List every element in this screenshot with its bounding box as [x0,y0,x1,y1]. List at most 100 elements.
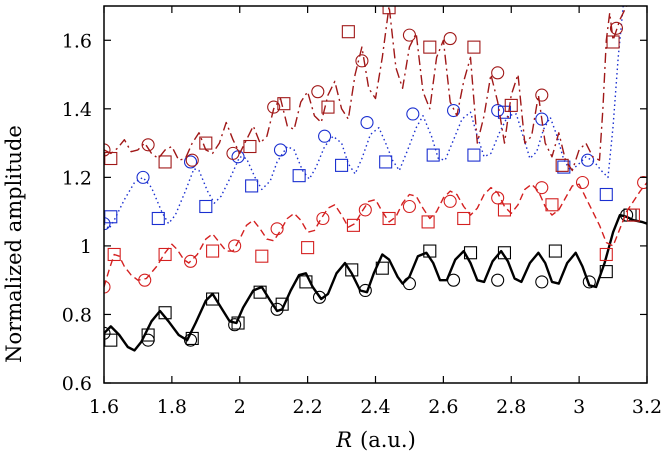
circle-marker [535,181,549,195]
circle-marker [183,333,198,347]
square-marker [321,100,335,114]
circle-marker [582,275,596,289]
x-axis-unit: (a.u.) [360,428,416,452]
y-tick-label: 0.8 [62,304,92,326]
circle-marker [270,222,284,236]
square-marker [206,244,220,258]
circle-marker [360,115,374,130]
circle-marker [406,107,420,121]
circle-marker [358,203,372,217]
square-marker [275,297,289,311]
y-axis-title: Normalized amplitude [2,125,26,363]
circle-marker [355,54,369,68]
series-3 [104,6,628,172]
circle-marker [637,175,647,190]
circle-marker [138,273,152,287]
x-tick-label: 2 [234,396,246,418]
square-marker [158,306,172,320]
series-layer [104,6,647,352]
square-marker [504,98,518,112]
x-tick-label: 2.4 [360,396,390,418]
x-tick-label: 2.2 [293,396,323,418]
square-marker [185,331,199,345]
plot-frame [103,5,648,384]
circle-marker [491,191,505,205]
square-marker [292,169,306,183]
square-marker [301,241,315,255]
square-marker [545,198,559,212]
y-tick-label: 1.2 [62,167,92,189]
square-marker [599,247,613,262]
square-marker [158,247,172,262]
series-0 [104,208,647,352]
circle-marker [183,155,198,169]
y-axis: 0.6 0.8 1 1.2 1.4 1.6 [62,30,647,395]
circle-marker [358,283,372,298]
circle-marker [141,333,155,347]
square-marker [426,148,440,162]
square-marker [245,179,259,193]
square-marker [457,211,471,226]
square-marker [599,187,613,202]
square-marker [341,25,355,39]
square-marker [141,328,155,342]
square-marker [206,292,220,306]
square-marker [467,40,481,54]
square-marker [497,246,512,260]
circle-marker [447,273,461,287]
series-2 [104,6,624,231]
square-marker [626,208,640,222]
square-marker [382,211,396,226]
x-tick-label: 1.6 [89,396,119,418]
x-tick-label: 1.8 [157,396,187,418]
circle-marker [141,138,155,152]
circle-marker [270,302,284,316]
circle-marker [104,326,111,340]
square-marker [423,244,437,258]
square-marker [555,158,569,172]
square-marker [599,265,613,279]
square-marker [379,155,393,169]
circle-marker [312,290,327,304]
circle-marker [104,143,111,157]
circle-marker [535,112,549,126]
circle-marker [443,194,457,208]
y-tick-label: 1.4 [62,99,92,121]
y-tick-label: 1 [80,236,92,258]
circle-marker [228,318,242,332]
circle-marker [620,208,634,222]
circle-marker [581,153,595,167]
series-1 [104,175,647,294]
series-line [104,6,628,172]
square-marker [345,263,359,277]
circle-marker [575,175,590,190]
x-axis-variable: R [335,428,352,452]
circle-marker [318,129,332,143]
square-marker [299,275,313,289]
circle-marker [609,21,624,35]
square-marker [497,203,512,217]
square-marker [255,249,269,263]
x-axis-title: R (a.u.) [335,428,416,452]
square-marker [463,246,478,260]
square-marker [467,148,481,162]
square-marker [346,218,360,232]
circle-marker [443,32,457,46]
circle-marker [185,153,199,167]
circle-marker [183,254,198,268]
circle-marker [491,66,505,80]
circle-marker [535,275,549,289]
y-tick-label: 1.6 [62,30,92,52]
square-marker [497,105,512,119]
square-marker [382,6,396,15]
x-tick-label: 3 [573,396,585,418]
x-tick-label: 2.6 [428,396,458,418]
y-tick-label: 0.6 [62,373,92,395]
circle-marker [104,217,111,231]
circle-marker [104,280,111,294]
circle-marker [447,103,461,118]
circle-marker [267,100,281,114]
circle-marker [136,170,150,184]
circle-marker [491,103,505,118]
